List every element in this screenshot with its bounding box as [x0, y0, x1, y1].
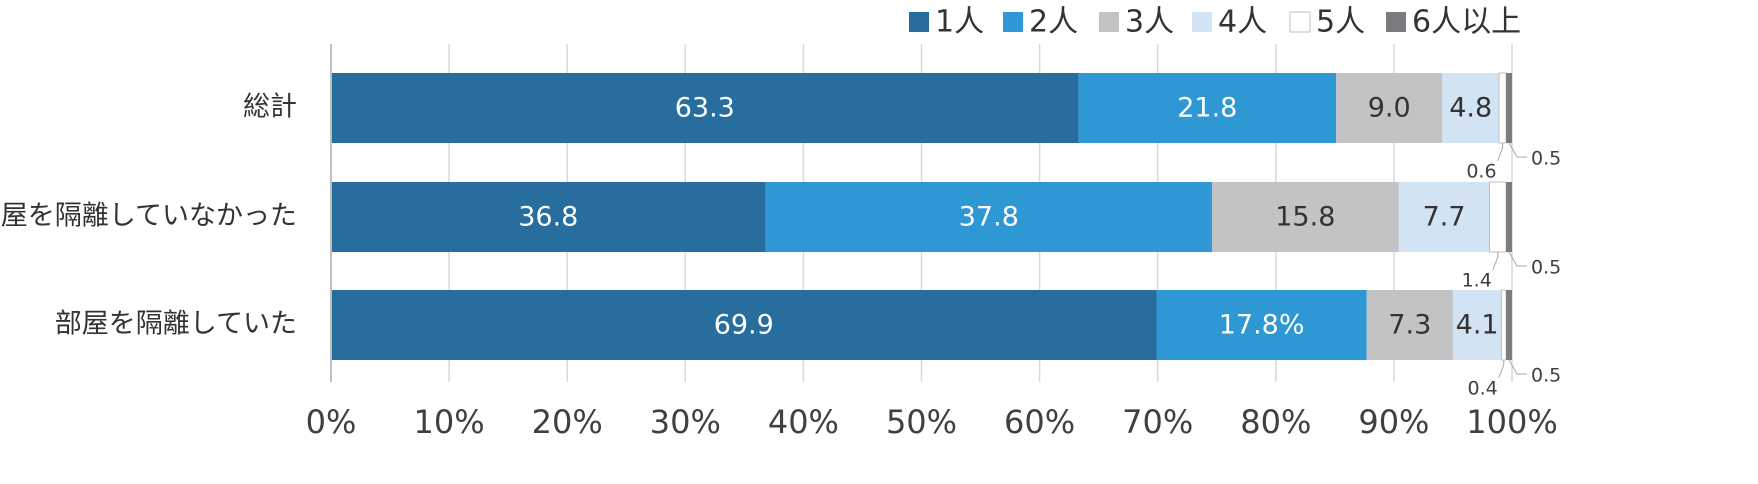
bar-segment — [1506, 182, 1512, 252]
bar-segment — [1398, 182, 1490, 252]
bar-segment — [331, 290, 1157, 360]
data-label: 4.8 — [1449, 93, 1492, 124]
category-label: 部屋を隔離していなかった — [0, 201, 297, 232]
bar-segment — [1156, 290, 1367, 360]
data-labels: 63.3 21.8 9.0 4.8 0.6 0.5 36.8 37.8 15.8 7.7 1.4 0.… — [518, 93, 1561, 400]
bars — [331, 72, 1512, 361]
data-label: 0.4 — [1468, 378, 1498, 400]
x-tick-label: 60% — [1004, 403, 1075, 441]
data-label: 0.5 — [1531, 257, 1561, 279]
legend-label: 5人 — [1316, 5, 1365, 40]
bar-segment — [1442, 73, 1500, 143]
legend-label: 3人 — [1125, 5, 1174, 40]
data-label: 69.9 — [714, 310, 774, 341]
data-label: 63.3 — [675, 93, 735, 124]
bar-segment — [1212, 182, 1399, 252]
data-label: 15.8 — [1275, 202, 1335, 233]
data-label: 9.0 — [1368, 93, 1411, 124]
data-label: 1.4 — [1462, 270, 1492, 292]
axes: 0% 10% 20% 30% 40% 50% 60% 70% 80% 90% 100% 総計部屋を隔離… — [0, 44, 1558, 441]
category-label: 部屋を隔離していた — [55, 309, 297, 340]
bar-segment — [1506, 290, 1512, 360]
bar-segment — [1506, 73, 1512, 143]
legend-label: 1人 — [935, 5, 984, 40]
legend-marker — [1099, 12, 1119, 32]
category-label: 総計 — [243, 92, 297, 123]
x-tick-label: 70% — [1122, 403, 1193, 441]
bar-segment — [765, 182, 1213, 252]
bar-segment — [331, 73, 1079, 143]
leader-line — [1508, 251, 1528, 267]
x-tick-label: 30% — [650, 403, 721, 441]
bar-segment — [331, 182, 766, 252]
data-label: 21.8 — [1177, 93, 1237, 124]
x-tick-label: 80% — [1240, 403, 1311, 441]
data-label: 0.5 — [1531, 148, 1561, 170]
x-tick-label: 0% — [306, 403, 357, 441]
bar-segment — [1498, 72, 1507, 144]
legend-label: 4人 — [1218, 5, 1267, 40]
data-label: 0.5 — [1531, 365, 1561, 387]
bar-segment — [1078, 73, 1337, 143]
bar-segment — [1500, 289, 1507, 361]
leader-line — [1508, 142, 1528, 158]
legend-marker — [909, 12, 929, 32]
x-tick-label: 90% — [1358, 403, 1429, 441]
data-label: 17.8% — [1219, 310, 1305, 341]
x-tick-label: 10% — [414, 403, 485, 441]
data-label: 4.1 — [1456, 310, 1499, 341]
x-tick-label: 50% — [886, 403, 957, 441]
x-tick-label: 20% — [532, 403, 603, 441]
bar-segment — [1336, 73, 1443, 143]
legend-marker — [1192, 12, 1212, 32]
data-label: 0.6 — [1466, 161, 1496, 183]
leader-line — [1497, 143, 1504, 162]
leader-line — [1492, 252, 1499, 271]
legend-marker — [1003, 12, 1023, 32]
x-tick-label: 40% — [768, 403, 839, 441]
bar-segment — [1366, 290, 1453, 360]
legend-marker — [1289, 11, 1311, 33]
data-label: 7.7 — [1423, 202, 1466, 233]
legend-label: 6人以上 — [1412, 5, 1521, 40]
x-tick-label: 100% — [1466, 403, 1557, 441]
data-label: 36.8 — [518, 202, 578, 233]
legend-label: 2人 — [1029, 5, 1078, 40]
bar-segment — [1489, 181, 1507, 253]
leader-line — [1498, 360, 1505, 379]
data-label: 37.8 — [959, 202, 1019, 233]
legend-marker — [1386, 12, 1406, 32]
leader-line — [1508, 359, 1528, 375]
legend: 1人 2人 3人 4人 5人 6人以上 — [909, 5, 1521, 40]
bar-segment — [1452, 290, 1502, 360]
data-label: 7.3 — [1388, 310, 1431, 341]
